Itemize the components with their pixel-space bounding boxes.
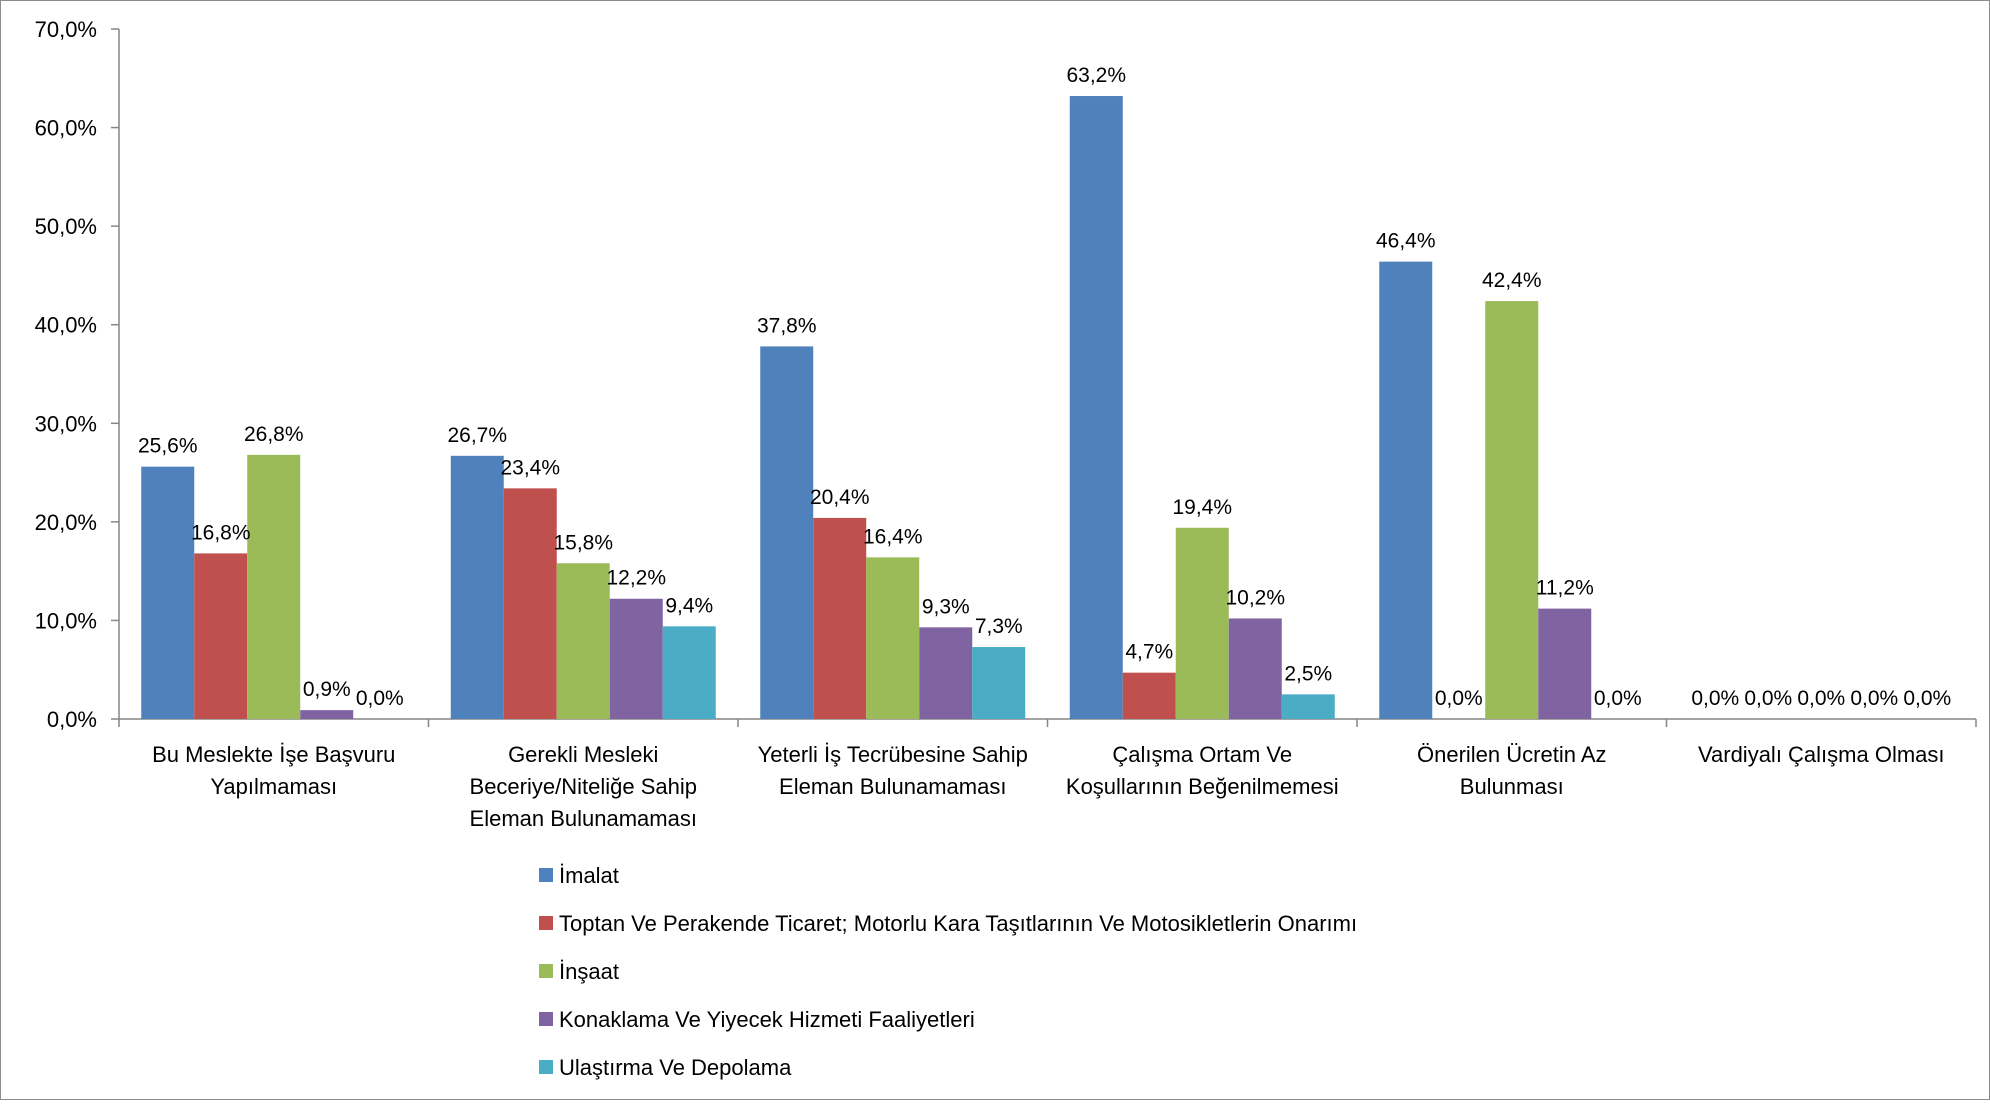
data-label: 26,8% [244, 423, 304, 446]
legend-label: Konaklama Ve Yiyecek Hizmeti Faaliyetler… [559, 1007, 975, 1032]
data-label: 46,4% [1376, 230, 1436, 253]
y-tick-label: 60,0% [35, 116, 97, 141]
legend-swatch [539, 964, 553, 978]
bar [1122, 672, 1176, 719]
data-label: 0,0% [1691, 687, 1739, 710]
bar [919, 627, 973, 719]
bar [1281, 694, 1335, 719]
data-label: 37,8% [757, 314, 817, 337]
bar [609, 598, 663, 719]
bar [503, 488, 557, 719]
bar [760, 346, 814, 719]
data-label: 19,4% [1172, 496, 1232, 519]
bar [300, 710, 354, 719]
bar [141, 466, 195, 719]
bar [1538, 608, 1592, 719]
bar [662, 626, 716, 719]
x-category-label: Bu Meslekte İşe Başvuru Yapılmaması [152, 742, 395, 799]
data-label: 42,4% [1482, 269, 1542, 292]
x-category-label-line: Gerekli Mesleki [508, 742, 658, 767]
x-category-label-line: Yeterli İş Tecrübesine Sahip [758, 742, 1028, 767]
bar [1379, 261, 1433, 719]
x-category-label-line: Önerilen Ücretin Az [1417, 742, 1607, 767]
x-category-label-line: Koşullarının Beğenilmemesi [1066, 774, 1339, 799]
data-label: 0,0% [1797, 687, 1845, 710]
data-label: 0,0% [356, 687, 404, 710]
y-tick-label: 40,0% [35, 313, 97, 338]
y-axis: 0,0% 10,0% 20,0% 30,0% 40,0% 50,0% 60,0% 70,0% [35, 17, 120, 732]
data-label: 9,4% [665, 594, 713, 617]
bar [972, 647, 1026, 719]
y-tick-label: 50,0% [35, 214, 97, 239]
x-category-label: Önerilen Ücretin Az Bulunması [1417, 742, 1607, 799]
data-label: 23,4% [500, 456, 560, 479]
data-label: 0,9% [303, 678, 351, 701]
y-tick-label: 30,0% [35, 411, 97, 436]
data-label: 10,2% [1225, 586, 1285, 609]
data-label: 26,7% [447, 424, 507, 447]
x-category-label-line: Beceriye/Niteliğe Sahip [470, 774, 697, 799]
bar [556, 563, 610, 719]
bar [813, 517, 867, 719]
data-label: 9,3% [922, 595, 970, 618]
data-label: 0,0% [1903, 687, 1951, 710]
legend: İmalat Toptan Ve Perakende Ticaret; Motor… [539, 863, 1357, 1080]
y-tick-label: 10,0% [35, 608, 97, 633]
bar [194, 553, 248, 719]
data-label: 16,4% [863, 525, 923, 548]
x-category-label: Gerekli Mesleki Beceriye/Niteliğe Sahip El… [470, 742, 697, 831]
data-label: 0,0% [1594, 687, 1642, 710]
y-tick-label: 20,0% [35, 510, 97, 535]
data-label: 16,8% [191, 521, 251, 544]
data-label: 0,0% [1435, 687, 1483, 710]
bar [866, 557, 920, 719]
x-category-label: Çalışma Ortam Ve Koşullarının Beğenilmeme… [1066, 742, 1339, 799]
bar [450, 455, 504, 719]
data-label: 4,7% [1125, 641, 1173, 664]
data-label: 20,4% [810, 486, 870, 509]
x-category-label-line: Bu Meslekte İşe Başvuru [152, 742, 395, 767]
data-label: 25,6% [138, 435, 198, 458]
data-label: 63,2% [1066, 64, 1126, 87]
legend-swatch [539, 916, 553, 930]
y-tick-label: 70,0% [35, 17, 97, 42]
bar [1069, 96, 1123, 720]
y-tick-label: 0,0% [47, 707, 97, 732]
x-category-label-line: Bulunması [1460, 774, 1564, 799]
bar [1175, 527, 1229, 719]
x-category-label-line: Çalışma Ortam Ve [1112, 742, 1292, 767]
x-category-label: Yeterli İş Tecrübesine Sahip Eleman Bulun… [758, 742, 1028, 799]
legend-swatch [539, 1012, 553, 1026]
data-label: 15,8% [553, 531, 613, 554]
data-label: 0,0% [1744, 687, 1792, 710]
x-category-label: Vardiyalı Çalışma Olması [1698, 742, 1945, 767]
bar [247, 454, 301, 719]
legend-label: İnşaat [559, 959, 619, 984]
bars [141, 96, 1592, 720]
legend-swatch [539, 1060, 553, 1074]
x-axis: Bu Meslekte İşe Başvuru Yapılmaması Gerekl… [118, 718, 1977, 831]
data-label: 7,3% [975, 615, 1023, 638]
data-labels: 25,6% 26,7% 37,8% 63,2% 46,4% 0,0% 16,8% 23,4% 2… [138, 64, 1951, 710]
data-label: 12,2% [606, 567, 666, 590]
legend-swatch [539, 868, 553, 882]
x-category-label-line: Yapılmaması [210, 774, 337, 799]
bar [1485, 301, 1539, 719]
data-label: 0,0% [1850, 687, 1898, 710]
legend-label: Toptan Ve Perakende Ticaret; Motorlu Kar… [559, 911, 1357, 936]
x-category-label-line: Eleman Bulunamaması [779, 774, 1006, 799]
data-label: 2,5% [1284, 662, 1332, 685]
legend-label: Ulaştırma Ve Depolama [559, 1055, 792, 1080]
legend-label: İmalat [559, 863, 619, 888]
x-category-label-line: Eleman Bulunamaması [470, 806, 697, 831]
data-label: 11,2% [1536, 577, 1594, 600]
x-category-label-line: Vardiyalı Çalışma Olması [1698, 742, 1945, 767]
bar [1228, 618, 1282, 719]
